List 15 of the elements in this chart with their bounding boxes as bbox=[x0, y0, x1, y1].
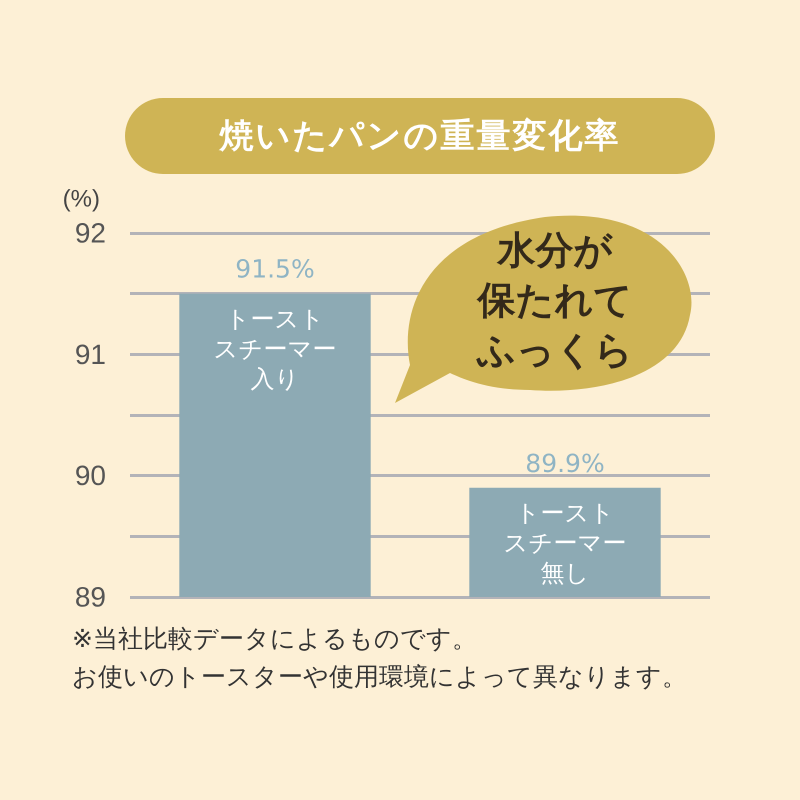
text: ※当社比較データによるものです。 bbox=[72, 623, 477, 655]
y-tick-label: 89 bbox=[74, 582, 106, 612]
chart-title: 焼いたパンの重量変化率 bbox=[125, 98, 715, 174]
y-tick-label: 90 bbox=[74, 460, 106, 492]
x-tick-label: トーストスチーマー入り bbox=[212, 304, 338, 394]
y-tick-label: 91 bbox=[74, 338, 106, 370]
y-axis-title: (%) bbox=[62, 186, 100, 212]
y-tick-label: 92 bbox=[74, 218, 106, 248]
annotation: 水分が bbox=[496, 227, 614, 274]
data-label: 89.9% bbox=[525, 448, 605, 478]
text: お使いのトースターや使用環境によって異なります。 bbox=[72, 661, 687, 693]
data-label: 91.5% bbox=[235, 254, 315, 284]
x-tick-label: トーストスチーマー無し bbox=[502, 498, 628, 588]
annotation: ふっくら bbox=[475, 327, 634, 374]
annotation: 保たれて bbox=[476, 277, 634, 324]
